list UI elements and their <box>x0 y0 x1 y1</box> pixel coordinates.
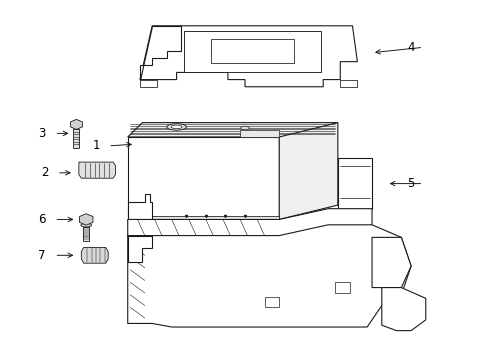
Polygon shape <box>335 282 350 293</box>
Polygon shape <box>140 80 157 87</box>
Polygon shape <box>81 247 108 263</box>
Polygon shape <box>128 209 372 237</box>
Polygon shape <box>265 297 279 307</box>
Ellipse shape <box>171 125 182 129</box>
Polygon shape <box>372 237 411 288</box>
Text: 6: 6 <box>39 213 46 226</box>
Ellipse shape <box>167 124 186 130</box>
Polygon shape <box>128 123 338 137</box>
Polygon shape <box>71 120 82 130</box>
Polygon shape <box>74 130 79 148</box>
Polygon shape <box>128 225 411 327</box>
Text: 4: 4 <box>407 41 415 54</box>
Text: 3: 3 <box>39 127 46 140</box>
Circle shape <box>394 300 414 315</box>
Polygon shape <box>140 26 181 80</box>
Text: 5: 5 <box>408 177 415 190</box>
Polygon shape <box>128 235 152 262</box>
Polygon shape <box>79 214 93 225</box>
Ellipse shape <box>241 126 249 130</box>
Polygon shape <box>128 194 152 223</box>
Polygon shape <box>340 80 357 87</box>
Polygon shape <box>128 216 279 220</box>
Circle shape <box>309 311 318 318</box>
Text: 1: 1 <box>92 139 100 152</box>
Polygon shape <box>211 39 294 63</box>
Text: 2: 2 <box>41 166 49 179</box>
Polygon shape <box>240 130 279 137</box>
Polygon shape <box>279 123 338 220</box>
Polygon shape <box>184 31 321 72</box>
Circle shape <box>260 316 270 323</box>
Circle shape <box>289 313 299 320</box>
Circle shape <box>206 318 216 325</box>
Circle shape <box>230 318 240 325</box>
Ellipse shape <box>178 220 205 234</box>
Polygon shape <box>79 162 116 178</box>
Ellipse shape <box>81 224 92 227</box>
Polygon shape <box>83 227 89 241</box>
Text: 7: 7 <box>39 249 46 262</box>
Polygon shape <box>128 137 279 220</box>
Polygon shape <box>140 26 357 87</box>
Polygon shape <box>338 158 372 209</box>
Polygon shape <box>382 288 426 330</box>
